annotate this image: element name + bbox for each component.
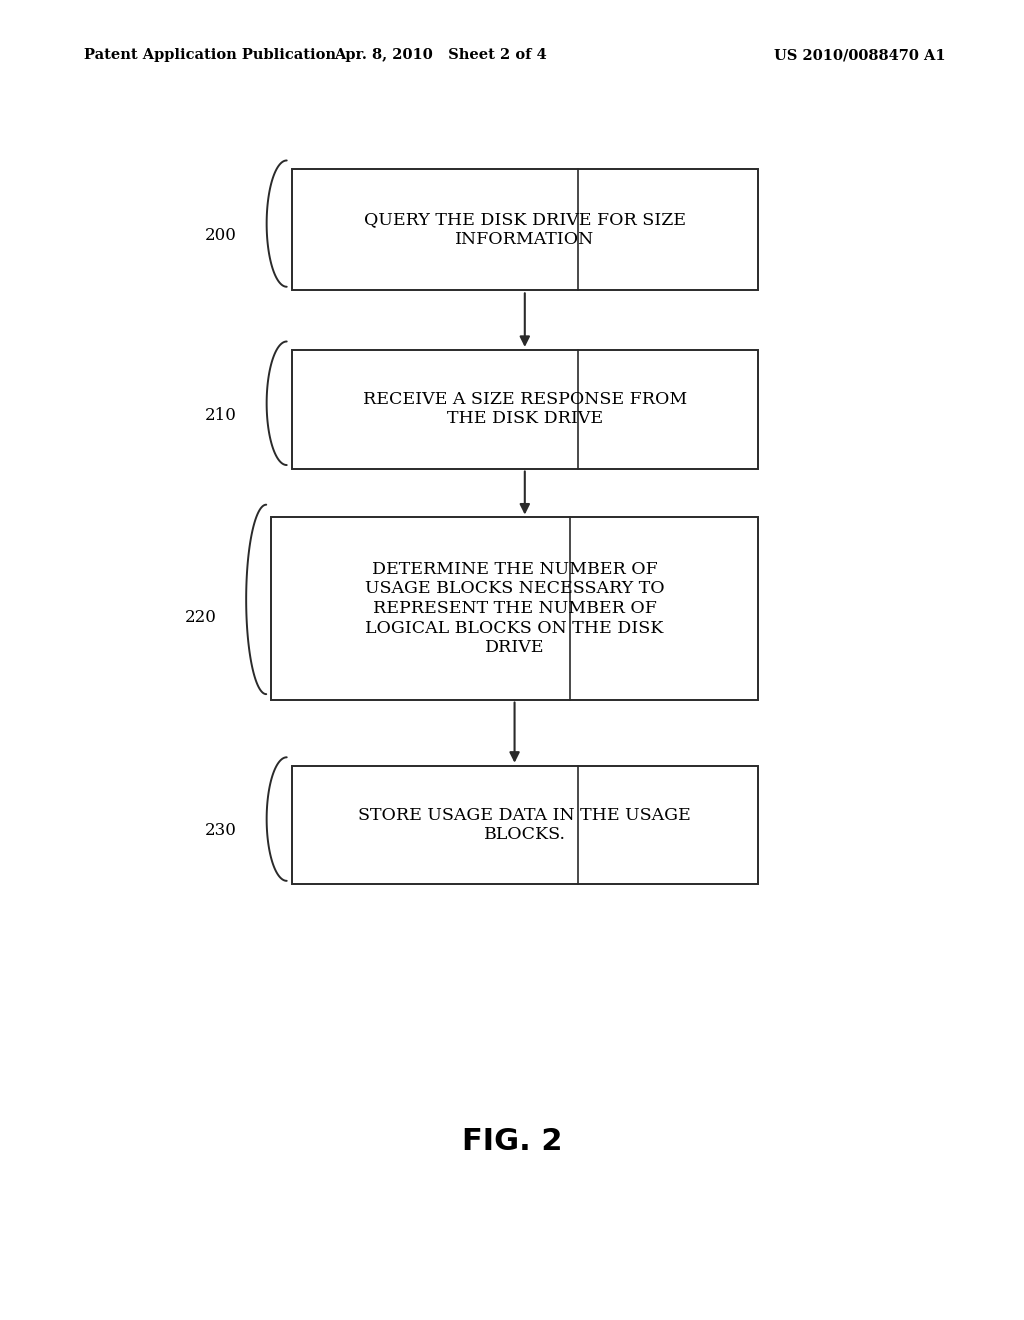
Text: QUERY THE DISK DRIVE FOR SIZE
INFORMATION: QUERY THE DISK DRIVE FOR SIZE INFORMATIO…: [364, 211, 686, 248]
Text: FIG. 2: FIG. 2: [462, 1127, 562, 1156]
Bar: [292, 169, 758, 290]
Text: STORE USAGE DATA IN THE USAGE
BLOCKS.: STORE USAGE DATA IN THE USAGE BLOCKS.: [358, 807, 691, 843]
Text: 210: 210: [205, 407, 237, 424]
Bar: [271, 517, 758, 700]
Bar: [292, 350, 758, 469]
Text: 220: 220: [184, 609, 216, 626]
Bar: [292, 766, 758, 884]
Text: Patent Application Publication: Patent Application Publication: [84, 49, 336, 62]
Text: 230: 230: [205, 822, 237, 840]
Text: DETERMINE THE NUMBER OF
USAGE BLOCKS NECESSARY TO
REPRESENT THE NUMBER OF
LOGICA: DETERMINE THE NUMBER OF USAGE BLOCKS NEC…: [365, 561, 665, 656]
Text: 200: 200: [205, 227, 237, 244]
Text: RECEIVE A SIZE RESPONSE FROM
THE DISK DRIVE: RECEIVE A SIZE RESPONSE FROM THE DISK DR…: [362, 391, 687, 428]
Text: US 2010/0088470 A1: US 2010/0088470 A1: [774, 49, 946, 62]
Text: Apr. 8, 2010   Sheet 2 of 4: Apr. 8, 2010 Sheet 2 of 4: [334, 49, 547, 62]
